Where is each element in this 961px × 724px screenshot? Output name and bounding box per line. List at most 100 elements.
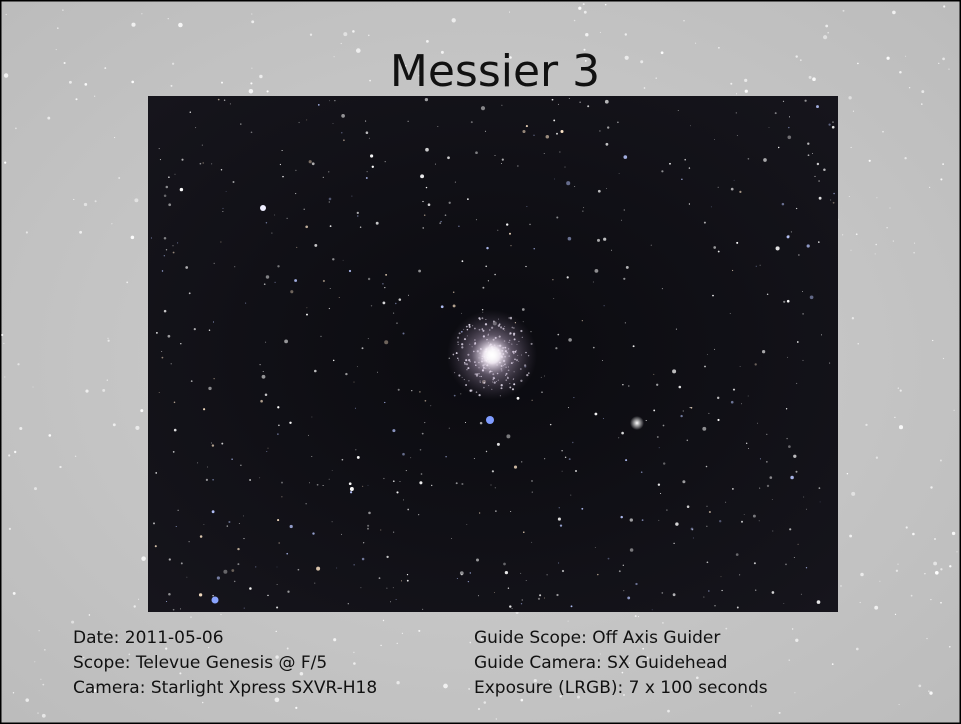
star [230,103,231,104]
star [659,447,660,448]
star [329,479,330,480]
star [745,90,748,93]
star [352,30,355,33]
star [725,628,727,630]
star [277,433,278,434]
star [180,343,181,344]
star [929,691,932,694]
star [207,466,208,467]
star [418,514,419,515]
star [13,692,14,693]
star [357,212,359,214]
star [25,698,29,702]
star [553,298,554,299]
star [376,222,379,225]
star [526,580,527,581]
star [732,488,734,490]
star [552,99,554,101]
star [849,196,850,197]
star [263,371,264,372]
star [812,77,816,81]
star [131,236,135,240]
star [266,451,267,452]
star [84,83,87,86]
star [608,558,610,560]
star [160,159,161,160]
star [280,164,281,165]
star [306,314,308,316]
star [159,148,160,149]
star [755,590,756,591]
star [180,608,181,609]
star [89,614,90,615]
star [368,338,369,339]
star [470,572,471,573]
star [480,422,483,425]
star [725,502,726,503]
star [929,187,930,188]
star [806,509,807,510]
star [680,415,682,417]
star [779,712,781,714]
star [1,334,3,336]
star [290,290,293,293]
star [396,681,399,684]
star [314,244,317,247]
star [228,521,230,523]
star [667,710,670,713]
star [401,580,402,581]
star [497,443,500,446]
star [712,295,714,297]
star [900,390,902,392]
star [249,479,251,481]
star [411,390,412,391]
star [949,646,951,648]
star [282,150,283,151]
blue-star [486,416,494,424]
star [164,310,167,313]
star [316,567,320,571]
star [191,380,193,382]
star [807,244,810,247]
star [819,197,822,200]
star [928,691,929,692]
star [42,684,44,686]
star [740,366,741,367]
star [368,485,369,486]
star [332,470,333,471]
star [681,179,682,180]
star [458,225,460,227]
star [509,12,510,13]
star [606,188,607,189]
star [262,375,266,379]
star [714,349,715,350]
star [13,592,16,595]
star [823,168,826,171]
star [595,413,598,416]
star [620,516,622,518]
star [212,444,214,446]
star [174,402,176,404]
star [175,174,176,175]
star [856,648,859,651]
astrophoto [148,96,838,612]
star [266,275,269,278]
star [833,193,835,195]
star [709,511,711,513]
star [33,387,34,388]
star [505,571,508,574]
star [502,159,504,161]
star [284,339,288,343]
star [422,433,424,435]
star [408,295,409,296]
star [357,456,360,459]
star [552,279,553,280]
star [323,485,324,486]
star [465,422,466,423]
star [603,238,606,241]
star [363,542,364,543]
star [559,151,560,152]
star [131,81,134,84]
star [383,478,384,479]
star [107,380,108,381]
